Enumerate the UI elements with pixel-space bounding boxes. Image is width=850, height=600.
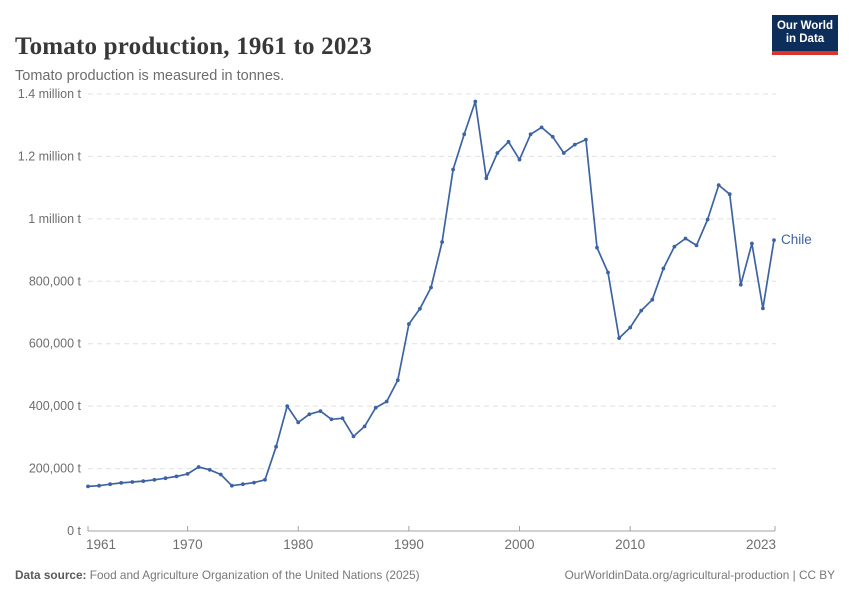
x-axis-tick-label: 2010 [615,537,645,552]
data-point[interactable] [395,378,400,383]
data-point[interactable] [196,465,201,469]
data-point[interactable] [506,139,511,144]
data-point[interactable] [650,297,655,302]
data-point[interactable] [241,482,245,487]
data-point[interactable] [229,483,234,488]
data-point[interactable] [274,444,278,449]
data-point[interactable] [97,483,101,488]
data-point[interactable] [528,132,533,137]
data-point[interactable] [561,151,566,155]
data-point[interactable] [750,241,754,246]
page-title: Tomato production, 1961 to 2023 [15,32,372,60]
data-point[interactable] [761,306,765,311]
data-point[interactable] [628,325,633,330]
y-axis-tick-label: 0 t [67,524,81,538]
series-label-chile[interactable]: Chile [781,232,812,247]
data-point[interactable] [384,399,389,404]
y-axis-tick-label: 600,000 t [29,337,82,351]
y-axis-tick-label: 800,000 t [29,274,82,288]
data-point[interactable] [252,480,256,485]
data-point[interactable] [738,282,743,287]
data-point[interactable] [141,479,146,483]
chart-footer: Data source: Food and Agriculture Organi… [15,568,835,582]
data-point[interactable] [584,137,588,142]
y-axis-tick-label: 200,000 t [29,462,82,476]
data-point[interactable] [539,125,544,130]
data-point[interactable] [108,482,112,487]
owid-logo-line2: in Data [785,33,825,45]
footer-link-area: OurWorldinData.org/agricultural-producti… [565,568,835,582]
data-point[interactable] [185,472,190,476]
data-point[interactable] [617,336,621,340]
x-axis-tick-label: 1990 [394,537,424,552]
x-axis-tick-label: 2023 [746,537,776,552]
data-point[interactable] [207,467,212,472]
data-point[interactable] [318,409,323,413]
data-source-label: Data source: [15,568,87,582]
data-point[interactable] [772,238,776,243]
data-point[interactable] [550,134,555,139]
y-axis-tick-label: 1 million t [28,212,81,226]
owid-logo-line1: Our World [776,20,833,32]
data-point[interactable] [373,405,378,410]
data-point[interactable] [130,480,135,484]
data-point[interactable] [296,420,301,425]
x-axis-tick-label: 2000 [504,537,534,552]
data-point[interactable] [661,266,666,271]
data-point[interactable] [86,484,90,489]
data-point[interactable] [218,472,223,477]
data-point[interactable] [285,404,290,408]
data-source-text: Food and Agriculture Organization of the… [86,568,420,582]
y-axis-tick-label: 400,000 t [29,399,82,413]
data-point[interactable] [495,151,500,155]
data-point[interactable] [606,270,610,275]
x-axis-tick-label: 1980 [283,537,313,552]
data-point[interactable] [517,157,522,162]
owid-url-link[interactable]: OurWorldinData.org/agricultural-producti… [564,568,790,582]
data-point[interactable] [429,285,433,290]
data-source-note: Data source: Food and Agriculture Organi… [15,568,420,582]
data-point[interactable] [407,322,411,326]
data-point[interactable] [716,183,721,188]
data-point[interactable] [572,142,577,147]
data-point[interactable] [672,244,677,249]
data-point[interactable] [340,416,345,421]
data-point[interactable] [451,167,455,172]
y-axis-tick-label: 1.2 million t [18,149,82,163]
x-axis-tick-label: 1970 [173,537,203,552]
data-point[interactable] [694,243,699,248]
y-axis-tick-label: 1.4 million t [18,87,82,101]
data-point[interactable] [683,236,688,241]
data-point[interactable] [418,306,422,311]
data-point[interactable] [462,132,467,137]
footer-separator: | [789,568,799,582]
data-point[interactable] [152,477,157,482]
data-point[interactable] [639,308,644,313]
data-point[interactable] [362,424,367,429]
x-axis-tick-label: 1961 [86,537,116,552]
data-point[interactable] [263,477,267,482]
owid-logo[interactable]: Our World in Data [772,15,838,55]
data-point[interactable] [705,217,710,222]
line-series-chile[interactable] [87,100,775,488]
data-point[interactable] [174,474,179,479]
data-point[interactable] [484,176,489,181]
license-label[interactable]: CC BY [798,568,835,582]
chart-subtitle: Tomato production is measured in tonnes. [15,67,285,84]
data-point[interactable] [307,412,312,417]
data-point[interactable] [163,476,168,481]
data-point[interactable] [351,434,356,439]
data-point[interactable] [440,240,444,244]
data-point[interactable] [727,192,732,197]
data-point[interactable] [595,245,599,250]
data-point[interactable] [329,417,334,422]
data-point[interactable] [119,481,124,485]
data-point[interactable] [473,99,478,104]
